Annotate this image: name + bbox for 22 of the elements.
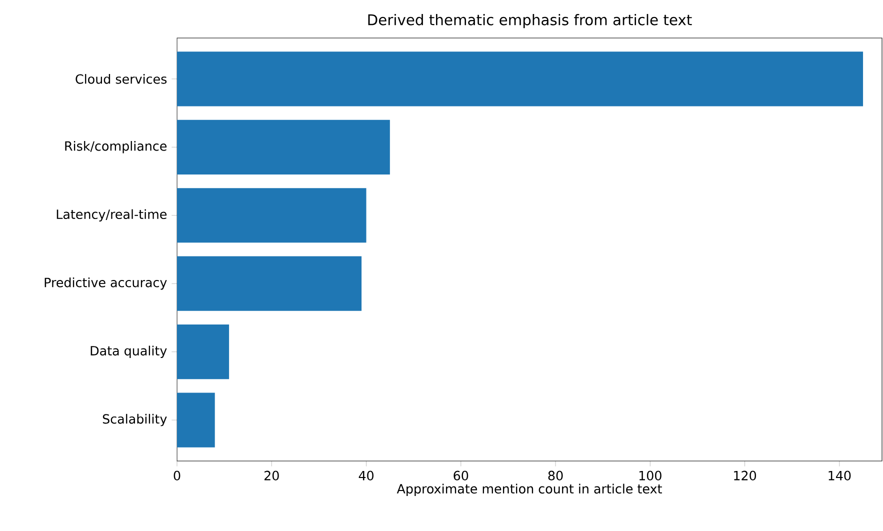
bar bbox=[177, 52, 864, 106]
x-axis-title: Approximate mention count in article text bbox=[396, 484, 662, 496]
bar bbox=[177, 324, 230, 380]
bar bbox=[177, 188, 366, 243]
x-tick-label: 60 bbox=[454, 470, 468, 480]
x-tick-label: 20 bbox=[264, 470, 279, 480]
y-tick-label: Scalability bbox=[102, 414, 167, 426]
x-tick-label: 80 bbox=[548, 470, 563, 480]
y-tick-label: Risk/compliance bbox=[65, 141, 167, 154]
x-tick-label: 40 bbox=[358, 470, 374, 480]
x-tick-label: 0 bbox=[174, 470, 180, 480]
bar bbox=[177, 392, 215, 448]
x-tick-label: 140 bbox=[828, 470, 851, 480]
x-tick-label: 120 bbox=[734, 470, 756, 480]
x-tick-label: 100 bbox=[639, 470, 662, 480]
bar bbox=[177, 120, 390, 174]
y-tick-label: Predictive accuracy bbox=[44, 277, 167, 290]
y-tick-label: Cloud services bbox=[76, 74, 167, 84]
chart-title: Derived thematic emphasis from article text bbox=[368, 14, 692, 28]
y-tick-label: Latency/real-time bbox=[56, 209, 167, 222]
y-tick-label: Data quality bbox=[90, 346, 167, 358]
bar bbox=[177, 256, 362, 311]
